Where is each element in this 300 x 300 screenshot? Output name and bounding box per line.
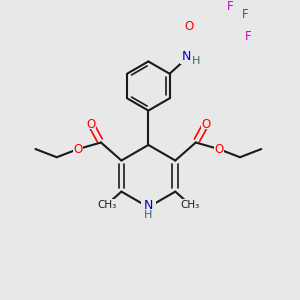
FancyBboxPatch shape bbox=[226, 2, 234, 11]
FancyBboxPatch shape bbox=[141, 201, 156, 214]
FancyBboxPatch shape bbox=[73, 144, 83, 154]
Text: F: F bbox=[227, 0, 233, 13]
FancyBboxPatch shape bbox=[98, 199, 115, 210]
Text: H: H bbox=[144, 210, 153, 220]
Text: N: N bbox=[144, 199, 153, 212]
FancyBboxPatch shape bbox=[184, 21, 194, 31]
Text: CH₃: CH₃ bbox=[180, 200, 200, 210]
FancyBboxPatch shape bbox=[180, 51, 195, 64]
FancyBboxPatch shape bbox=[214, 144, 224, 154]
Text: CH₃: CH₃ bbox=[97, 200, 116, 210]
Text: O: O bbox=[185, 20, 194, 33]
Text: O: O bbox=[214, 142, 223, 155]
FancyBboxPatch shape bbox=[244, 32, 252, 40]
Text: O: O bbox=[201, 118, 210, 131]
FancyBboxPatch shape bbox=[241, 11, 249, 19]
Text: N: N bbox=[181, 50, 191, 63]
Text: O: O bbox=[74, 142, 83, 155]
FancyBboxPatch shape bbox=[86, 120, 96, 129]
FancyBboxPatch shape bbox=[201, 120, 211, 129]
Text: O: O bbox=[86, 118, 96, 131]
FancyBboxPatch shape bbox=[182, 199, 198, 210]
Text: F: F bbox=[242, 8, 248, 21]
Text: F: F bbox=[245, 30, 251, 43]
Text: H: H bbox=[192, 56, 200, 67]
